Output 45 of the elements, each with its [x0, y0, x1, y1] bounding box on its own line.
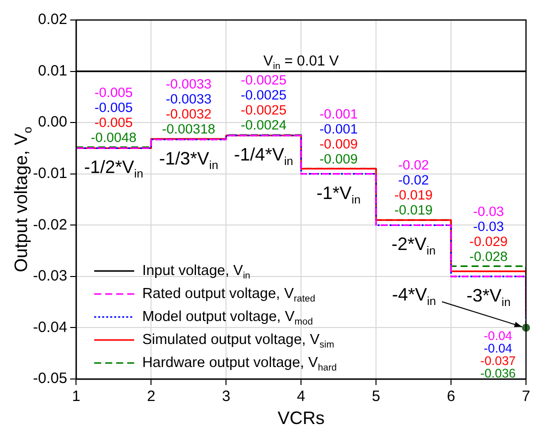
annotation: -0.04	[484, 329, 512, 344]
x-tick-label: 3	[222, 388, 230, 406]
y-tick-label: -0.05	[32, 370, 68, 388]
annotation: -0.005	[94, 84, 133, 100]
annotation: -0.00318	[162, 122, 216, 137]
x-tick-label: 7	[522, 388, 530, 406]
annotation: -0.001	[319, 121, 358, 136]
y-axis-title: Output voltage, Vo	[10, 126, 35, 272]
annotation: -0.0033	[166, 76, 212, 92]
annotation: -0.03	[473, 204, 504, 219]
x-tick-label: 1	[72, 388, 80, 406]
annotation: -0.019	[394, 188, 433, 203]
annotation: -0.001	[319, 106, 358, 122]
annotation: -0.0025	[240, 102, 287, 118]
y-tick-label: -0.01	[32, 165, 68, 182]
annotation: -0.0033	[166, 92, 212, 107]
annotation: -0.0025	[240, 72, 287, 88]
annotation: -0.0032	[166, 106, 212, 122]
annotation: -0.028	[469, 248, 508, 264]
annotation: -0.005	[94, 100, 133, 115]
annotation: -0.04	[484, 342, 512, 356]
y-tick-label: 0.01	[38, 62, 68, 80]
annotation: -0.02	[398, 172, 429, 188]
annotation: -0.0048	[90, 130, 137, 145]
annotation: -0.03	[473, 218, 504, 234]
x-axis-title: VCRs	[278, 408, 325, 428]
annotation: -0.0025	[240, 88, 287, 103]
y-tick-label: -0.02	[32, 216, 68, 234]
annotation: -0.009	[319, 151, 358, 166]
annotation: -0.019	[394, 202, 433, 218]
y-tick-label: -0.03	[32, 268, 68, 285]
x-tick-label: 2	[146, 388, 156, 406]
y-tick-label: -0.04	[32, 318, 68, 336]
annotation: -0.037	[480, 354, 516, 368]
annotation: -0.036	[480, 366, 516, 381]
annotation: -0.009	[319, 136, 358, 152]
y-tick-label: 0.02	[38, 11, 68, 28]
annotation: -0.0024	[240, 118, 287, 133]
x-tick-label: 5	[372, 388, 380, 406]
annotation: -0.005	[94, 114, 133, 130]
annotation: -0.029	[469, 234, 508, 249]
y-tick-label: 0.00	[38, 114, 68, 131]
annotation: -0.02	[398, 158, 429, 173]
x-tick-label: 6	[446, 388, 456, 406]
x-tick-label: 4	[296, 388, 306, 406]
